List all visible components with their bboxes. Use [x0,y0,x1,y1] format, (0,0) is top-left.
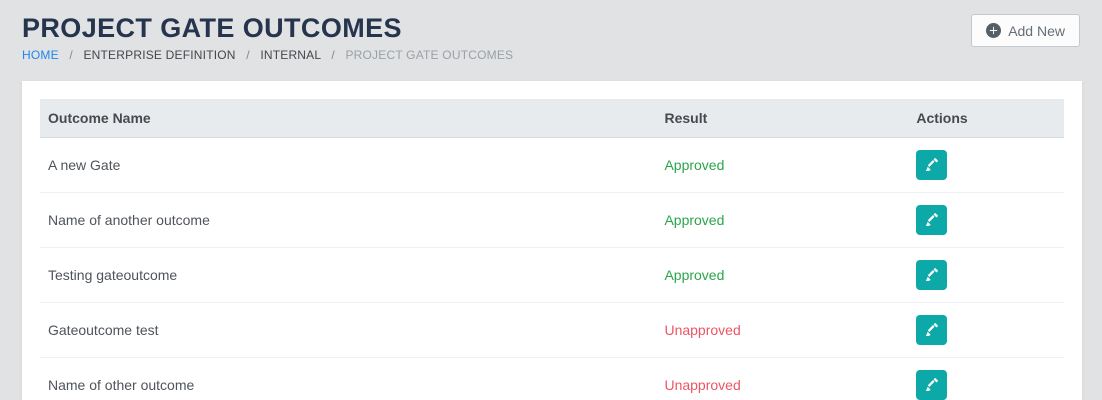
actions-cell [908,192,1064,248]
result-cell: Unapproved [656,357,909,400]
edit-button[interactable] [916,149,948,180]
table-row: Gateoutcome test Unapproved [40,302,1064,358]
result-cell: Approved [656,192,909,248]
pencil-icon [926,158,939,171]
page-title: PROJECT GATE OUTCOMES [22,13,402,43]
breadcrumb-item-home[interactable]: HOME [22,48,59,62]
plus-circle-icon [986,23,1002,38]
breadcrumb-separator: / [69,48,73,62]
result-cell: Approved [656,137,909,193]
breadcrumb-item-enterprise-definition[interactable]: ENTERPRISE DEFINITION [83,48,236,62]
result-cell: Approved [656,247,909,303]
actions-cell [908,247,1064,303]
outcome-name-cell: Name of another outcome [40,192,657,248]
table-header: Outcome Name Result Actions [40,99,1064,138]
outcome-name-cell: A new Gate [40,137,657,193]
pencil-icon [926,268,939,281]
breadcrumb-separator: / [331,48,335,62]
actions-cell [908,137,1064,193]
column-header-result: Result [656,99,909,138]
breadcrumb: HOME / ENTERPRISE DEFINITION / INTERNAL … [22,47,1080,63]
table-row: A new Gate Approved [40,137,1064,193]
content-card: Outcome Name Result Actions A new Gate A… [22,81,1082,400]
column-header-actions: Actions [908,99,1064,138]
page-header: PROJECT GATE OUTCOMES HOME / ENTERPRISE … [0,0,1102,63]
pencil-icon [926,378,939,391]
edit-button[interactable] [916,259,948,290]
breadcrumb-item-current: PROJECT GATE OUTCOMES [345,48,514,62]
table-row: Testing gateoutcome Approved [40,247,1064,303]
outcome-name-cell: Name of other outcome [40,357,657,400]
outcomes-table: Outcome Name Result Actions A new Gate A… [40,99,1064,400]
edit-button[interactable] [916,204,948,235]
pencil-icon [926,213,939,226]
add-new-button[interactable]: Add New [971,14,1080,47]
actions-cell [908,357,1064,400]
breadcrumb-item-internal[interactable]: INTERNAL [260,48,321,62]
actions-cell [908,302,1064,358]
pencil-icon [926,323,939,336]
edit-button[interactable] [916,369,948,400]
outcome-name-cell: Gateoutcome test [40,302,657,358]
column-header-outcome-name: Outcome Name [40,99,657,138]
outcome-name-cell: Testing gateoutcome [40,247,657,303]
table-row: Name of other outcome Unapproved [40,357,1064,400]
breadcrumb-separator: / [246,48,250,62]
edit-button[interactable] [916,314,948,345]
add-new-label: Add New [1008,22,1065,39]
result-cell: Unapproved [656,302,909,358]
table-row: Name of another outcome Approved [40,192,1064,248]
